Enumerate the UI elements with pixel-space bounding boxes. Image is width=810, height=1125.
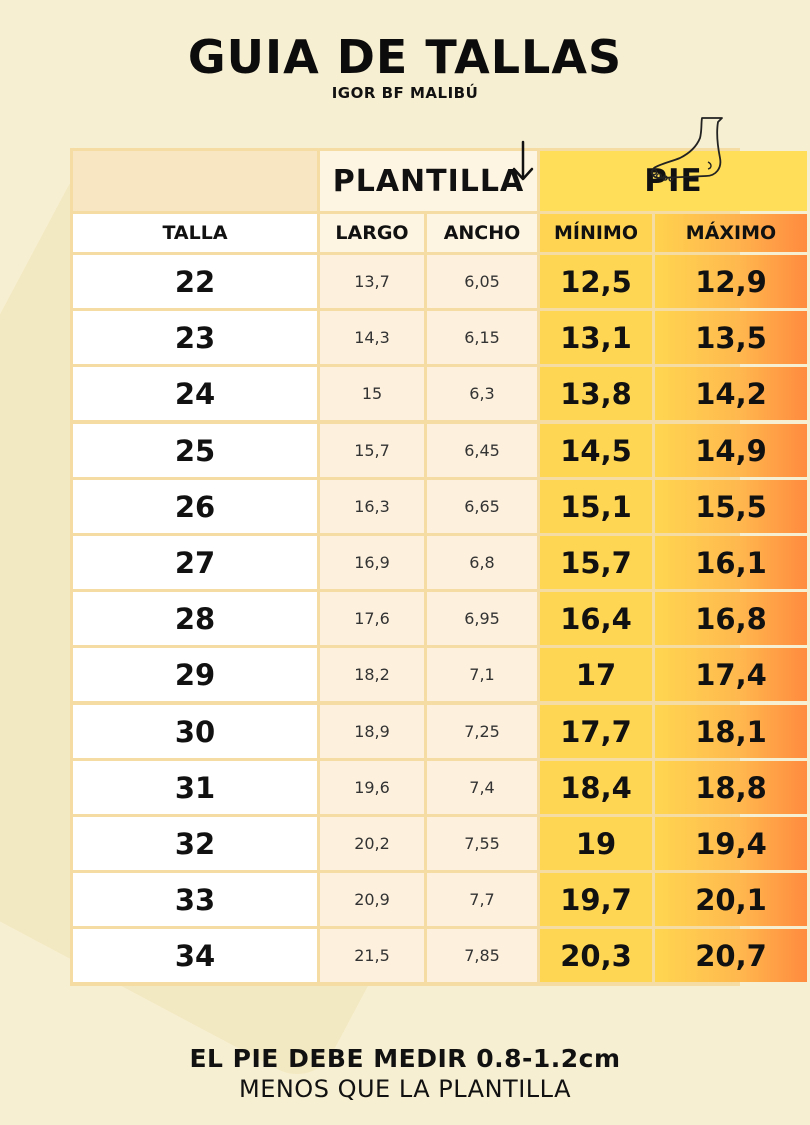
ancho-cell: 6,8 xyxy=(427,536,537,589)
ancho-cell: 6,95 xyxy=(427,592,537,645)
maximo-cell: 19,4 xyxy=(655,817,807,870)
largo-cell: 16,3 xyxy=(320,480,424,533)
talla-cell: 25 xyxy=(73,424,317,477)
maximo-cell: 14,2 xyxy=(655,367,807,420)
ancho-cell: 6,15 xyxy=(427,311,537,364)
maximo-cell: 15,5 xyxy=(655,480,807,533)
ancho-cell: 7,1 xyxy=(427,648,537,701)
largo-cell: 19,6 xyxy=(320,761,424,814)
talla-cell: 28 xyxy=(73,592,317,645)
down-arrow-icon xyxy=(512,140,534,181)
maximo-cell: 18,1 xyxy=(655,705,807,758)
minimo-cell: 17 xyxy=(540,648,652,701)
maximo-cell: 17,4 xyxy=(655,648,807,701)
maximo-cell: 14,9 xyxy=(655,424,807,477)
minimo-cell: 16,4 xyxy=(540,592,652,645)
maximo-cell: 13,5 xyxy=(655,311,807,364)
largo-cell: 20,2 xyxy=(320,817,424,870)
largo-cell: 15,7 xyxy=(320,424,424,477)
maximo-cell: 20,7 xyxy=(655,929,807,982)
header-minimo: MÍNIMO xyxy=(540,214,652,252)
header-maximo: MÁXIMO xyxy=(655,214,807,252)
header-talla: TALLA xyxy=(73,214,317,252)
talla-cell: 26 xyxy=(73,480,317,533)
maximo-cell: 12,9 xyxy=(655,255,807,308)
largo-cell: 16,9 xyxy=(320,536,424,589)
ancho-cell: 6,65 xyxy=(427,480,537,533)
page-subtitle: IGOR BF MALIBÚ xyxy=(331,84,479,102)
ancho-cell: 6,45 xyxy=(427,424,537,477)
header-ancho: ANCHO xyxy=(427,214,537,252)
largo-cell: 17,6 xyxy=(320,592,424,645)
talla-cell: 31 xyxy=(73,761,317,814)
talla-cell: 27 xyxy=(73,536,317,589)
minimo-cell: 15,1 xyxy=(540,480,652,533)
largo-cell: 15 xyxy=(320,367,424,420)
header-largo: LARGO xyxy=(320,214,424,252)
minimo-cell: 17,7 xyxy=(540,705,652,758)
minimo-cell: 20,3 xyxy=(540,929,652,982)
talla-cell: 29 xyxy=(73,648,317,701)
footer-note-line1: EL PIE DEBE MEDIR 0.8-1.2cm xyxy=(189,1044,621,1073)
talla-cell: 34 xyxy=(73,929,317,982)
minimo-cell: 15,7 xyxy=(540,536,652,589)
minimo-cell: 19,7 xyxy=(540,873,652,926)
largo-cell: 21,5 xyxy=(320,929,424,982)
minimo-cell: 18,4 xyxy=(540,761,652,814)
ancho-cell: 7,4 xyxy=(427,761,537,814)
largo-cell: 20,9 xyxy=(320,873,424,926)
minimo-cell: 19 xyxy=(540,817,652,870)
minimo-cell: 13,8 xyxy=(540,367,652,420)
ancho-cell: 7,25 xyxy=(427,705,537,758)
ancho-cell: 7,7 xyxy=(427,873,537,926)
talla-cell: 30 xyxy=(73,705,317,758)
header-plantilla: PLANTILLA xyxy=(320,151,537,211)
minimo-cell: 13,1 xyxy=(540,311,652,364)
talla-cell: 22 xyxy=(73,255,317,308)
minimo-cell: 14,5 xyxy=(540,424,652,477)
ancho-cell: 6,05 xyxy=(427,255,537,308)
talla-cell: 23 xyxy=(73,311,317,364)
maximo-cell: 18,8 xyxy=(655,761,807,814)
size-table: PLANTILLA PIE TALLA LARGO ANCHO MÍNIMO M… xyxy=(70,148,807,986)
page-title: GUIA DE TALLAS xyxy=(187,30,623,84)
foot-icon xyxy=(650,117,723,182)
maximo-cell: 16,1 xyxy=(655,536,807,589)
talla-cell: 32 xyxy=(73,817,317,870)
largo-cell: 18,2 xyxy=(320,648,424,701)
ancho-cell: 7,55 xyxy=(427,817,537,870)
ancho-cell: 6,3 xyxy=(427,367,537,420)
header-blank-cell xyxy=(73,151,317,211)
largo-cell: 18,9 xyxy=(320,705,424,758)
largo-cell: 13,7 xyxy=(320,255,424,308)
minimo-cell: 12,5 xyxy=(540,255,652,308)
maximo-cell: 20,1 xyxy=(655,873,807,926)
maximo-cell: 16,8 xyxy=(655,592,807,645)
talla-cell: 24 xyxy=(73,367,317,420)
largo-cell: 14,3 xyxy=(320,311,424,364)
talla-cell: 33 xyxy=(73,873,317,926)
ancho-cell: 7,85 xyxy=(427,929,537,982)
footer-note-line2: MENOS QUE LA PLANTILLA xyxy=(238,1075,571,1103)
